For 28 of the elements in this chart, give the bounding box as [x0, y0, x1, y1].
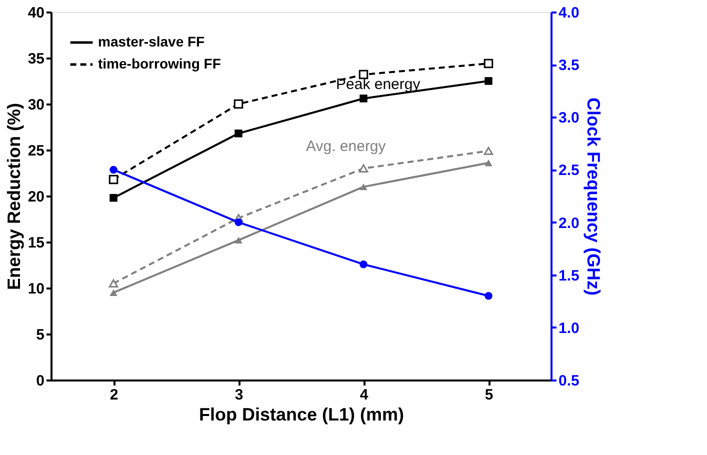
x-tick-label: 5 [484, 386, 494, 404]
y2-tick-label: 2.0 [558, 214, 580, 232]
y-tick-label: 0 [36, 372, 44, 390]
y2-tick-label: 4.0 [558, 4, 580, 22]
x-tick-label: 3 [234, 386, 244, 404]
x-tick-label: 2 [110, 386, 118, 404]
y2-tick-label: 1.0 [558, 320, 580, 337]
annotation: Peak energy [336, 76, 421, 93]
legend-label: time-borrowing FF [98, 56, 222, 72]
y-tick-label: 20 [28, 188, 44, 206]
legend-label: master-slave FF [98, 34, 206, 50]
y-tick-label: 25 [28, 142, 44, 160]
y-tick-label: 40 [28, 4, 44, 22]
y-tick-label: 10 [28, 280, 44, 298]
y-tick-label: 5 [36, 326, 44, 344]
x-tick-label: 4 [360, 386, 369, 404]
x-axis-title: Flop Distance (L1) (mm) [198, 404, 404, 424]
y-tick-label: 35 [28, 50, 44, 68]
y2-tick-label: 3.0 [558, 110, 580, 127]
y2-tick-label: 1.5 [558, 267, 580, 284]
y2-tick-label: 2.5 [558, 162, 580, 180]
y-tick-label: 30 [28, 96, 44, 114]
y2-tick-label: 0.5 [558, 372, 580, 390]
y2-tick-label: 3.5 [558, 57, 580, 74]
y-axis-title: Energy Reduction (%) [4, 102, 24, 290]
annotation: Avg. energy [306, 138, 386, 155]
y2-axis-title: Clock Frequency (GHz) [583, 97, 604, 296]
y-tick-label: 15 [28, 234, 44, 252]
